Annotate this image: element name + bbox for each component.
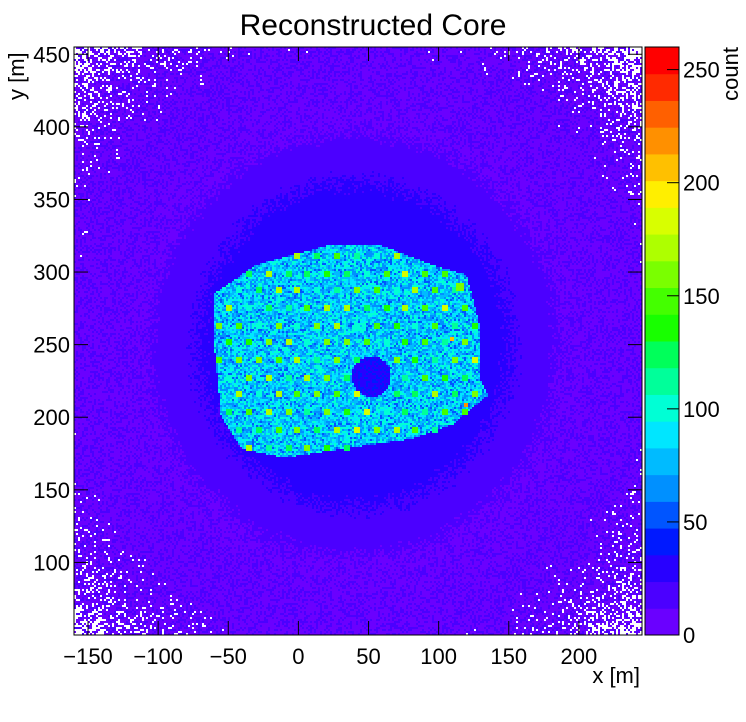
colorbar-segment <box>645 314 679 342</box>
x-axis-label: x [m] <box>592 663 640 688</box>
colorbar-segment <box>645 234 679 262</box>
heatmap-image <box>74 47 642 635</box>
y-tick-label: 200 <box>33 405 70 430</box>
colorbar <box>644 46 680 636</box>
y-axis: 100 150 200 250 300 350 400 450 <box>33 42 642 575</box>
x-tick-label: 50 <box>356 644 380 669</box>
colorbar-tick-label: 50 <box>683 510 707 535</box>
colorbar-segment <box>645 608 679 636</box>
colorbar-frame <box>644 46 680 636</box>
x-tick-label: −50 <box>210 644 247 669</box>
y-tick-label: 350 <box>33 187 70 212</box>
y-tick-label: 300 <box>33 260 70 285</box>
colorbar-tick-label: 100 <box>683 397 720 422</box>
y-tick-label: 100 <box>33 550 70 575</box>
colorbar-tick-label: 250 <box>683 58 720 83</box>
colorbar-segment <box>645 554 679 583</box>
colorbar-segment <box>645 421 679 449</box>
x-tick-label: 200 <box>561 644 598 669</box>
x-tick-label: 100 <box>420 644 457 669</box>
y-tick-label: 250 <box>33 333 70 358</box>
colorbar-tick-label: 150 <box>683 284 720 309</box>
colorbar-axis: 0 50 100 150 200 250 <box>667 58 720 648</box>
colorbar-tick-label: 200 <box>683 171 720 196</box>
y-axis-label: y [m] <box>4 52 29 100</box>
colorbar-segment <box>645 474 679 502</box>
colorbar-segment <box>645 260 679 289</box>
colorbar-segment <box>645 73 679 101</box>
chart-title: Reconstructed Core <box>240 9 507 42</box>
plot-area <box>73 46 643 636</box>
colorbar-segment <box>645 207 679 235</box>
x-tick-label: 0 <box>292 644 304 669</box>
y-tick-label: 450 <box>33 42 70 67</box>
colorbar-segment <box>645 394 679 422</box>
colorbar-segment <box>645 153 679 182</box>
x-axis: −150 −100 −50 0 50 100 150 200 <box>63 47 597 669</box>
colorbar-label: count <box>718 47 743 101</box>
colorbar-segment <box>645 447 679 476</box>
colorbar-segment <box>645 180 679 208</box>
x-tick-label: −150 <box>63 644 113 669</box>
y-tick-label: 400 <box>33 115 70 140</box>
colorbar-tick-label: 0 <box>683 623 695 648</box>
colorbar-segment <box>645 367 679 395</box>
colorbar-segment <box>645 341 679 369</box>
y-tick-label: 150 <box>33 478 70 503</box>
colorbar-segment <box>645 581 679 609</box>
colorbar-segment <box>645 287 679 315</box>
colorbar-segment <box>645 528 679 556</box>
x-tick-label: 150 <box>490 644 527 669</box>
colorbar-segment <box>645 100 679 128</box>
colorbar-segment <box>645 47 679 75</box>
x-tick-label: −100 <box>133 644 183 669</box>
colorbar-segment <box>645 127 679 155</box>
colorbar-segment <box>645 501 679 529</box>
plot-frame <box>73 46 643 636</box>
